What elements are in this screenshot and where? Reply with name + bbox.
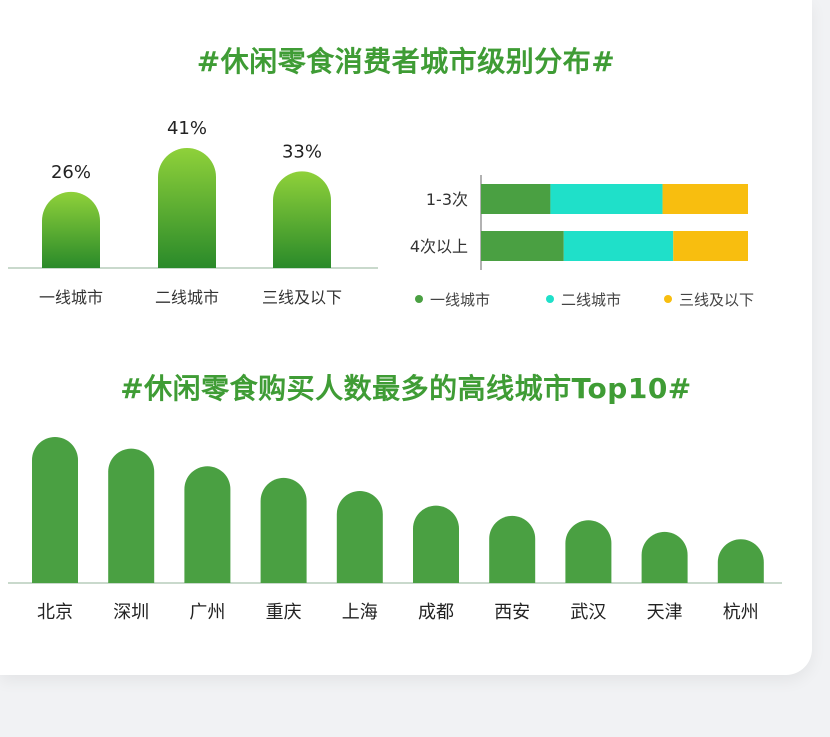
x-tick-label: 杭州 bbox=[723, 602, 759, 623]
x-tick-label: 三线及以下 bbox=[262, 288, 342, 307]
x-tick-label: 北京 bbox=[37, 602, 73, 623]
data-label: 33% bbox=[282, 141, 322, 162]
x-tick-label: 天津 bbox=[647, 602, 683, 623]
legend-marker bbox=[546, 295, 554, 303]
chart-title-city-distribution: #休闲零食消费者城市级别分布# bbox=[196, 45, 616, 78]
x-tick-label: 二线城市 bbox=[155, 288, 219, 307]
bar-4 bbox=[260, 477, 307, 583]
stacked-segment bbox=[481, 231, 564, 261]
city-tier-bar-chart: 26% 一线城市 41% 二线城市 33% 三线及以下 bbox=[8, 118, 378, 307]
x-tick-label: 广州 bbox=[189, 602, 225, 623]
bar-8 bbox=[565, 520, 612, 583]
legend-marker bbox=[664, 295, 672, 303]
stacked-segment bbox=[550, 184, 663, 214]
bar-9 bbox=[641, 531, 688, 583]
x-tick-label: 西安 bbox=[494, 602, 530, 623]
stacked-segment bbox=[662, 184, 748, 214]
legend-label: 一线城市 bbox=[430, 291, 490, 309]
bar-2 bbox=[108, 448, 155, 583]
bar-6 bbox=[413, 505, 459, 583]
bar-7 bbox=[489, 515, 536, 583]
bar-10 bbox=[717, 539, 764, 583]
y-tick-label: 1-3次 bbox=[426, 190, 468, 209]
x-tick-label: 上海 bbox=[342, 602, 378, 623]
legend-label: 二线城市 bbox=[561, 291, 621, 309]
data-label: 26% bbox=[51, 162, 91, 183]
x-tick-label: 一线城市 bbox=[39, 288, 103, 307]
bar-3 bbox=[184, 466, 231, 583]
legend-marker bbox=[415, 295, 423, 303]
stacked-segment bbox=[673, 231, 748, 261]
x-tick-label: 深圳 bbox=[113, 602, 149, 623]
data-label: 41% bbox=[167, 118, 207, 139]
x-tick-label: 重庆 bbox=[266, 602, 302, 623]
legend-label: 三线及以下 bbox=[679, 291, 754, 309]
x-tick-label: 成都 bbox=[418, 602, 454, 623]
bar-1 bbox=[32, 437, 78, 583]
bar-2 bbox=[158, 148, 216, 268]
x-tick-label: 武汉 bbox=[570, 602, 606, 623]
bar-3 bbox=[273, 171, 331, 268]
bar-1 bbox=[42, 191, 100, 268]
stacked-segment bbox=[481, 184, 551, 214]
top10-cities-bar-chart: 北京 深圳 广州 重庆 上海 成都 西安 武汉 天津 杭州 bbox=[8, 437, 782, 623]
stacked-segment bbox=[563, 231, 674, 261]
bar-5 bbox=[336, 491, 383, 583]
chart-title-top10: #休闲零食购买人数最多的高线城市Top10# bbox=[120, 372, 692, 405]
y-tick-label: 4次以上 bbox=[410, 237, 468, 256]
